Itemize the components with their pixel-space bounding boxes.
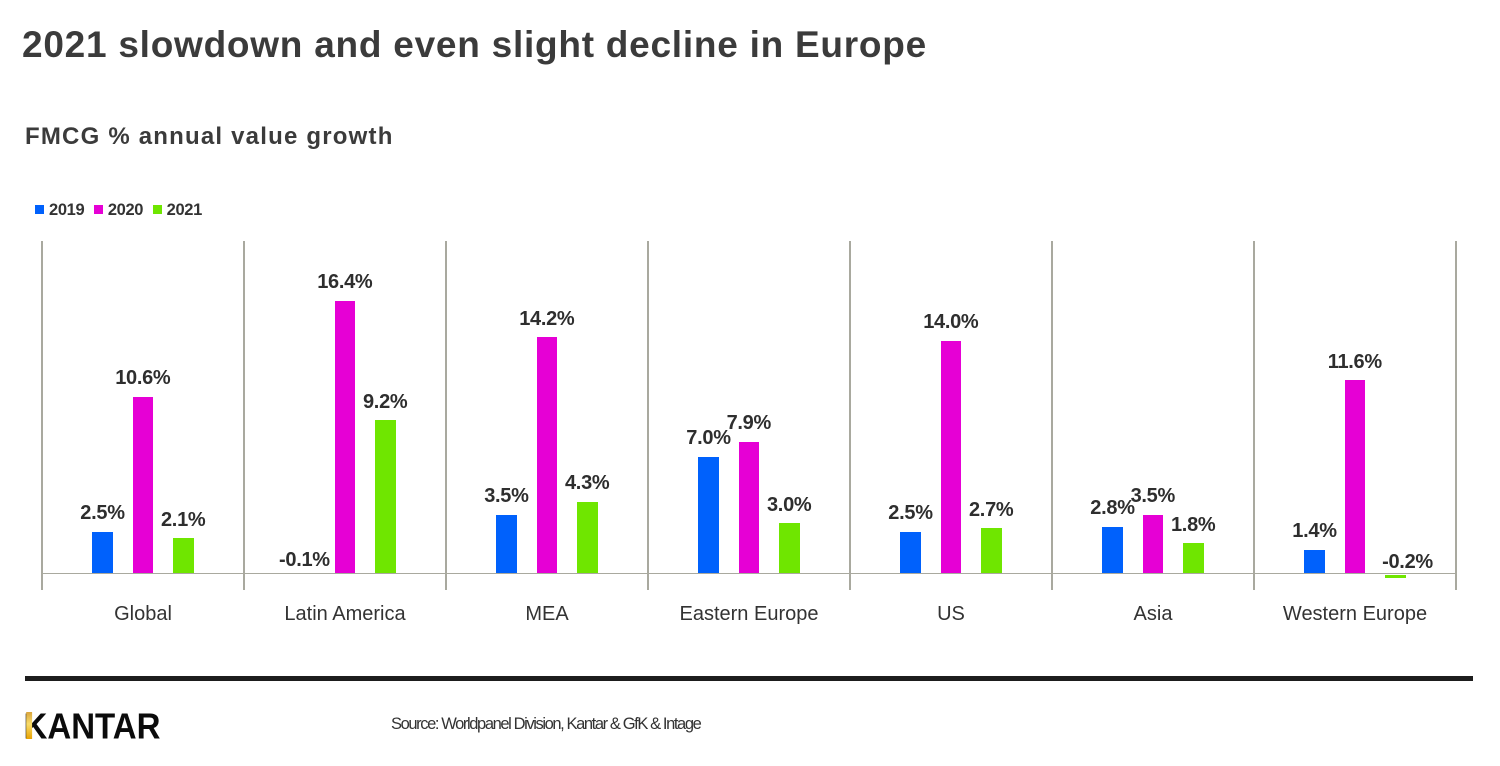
svg-text:KANTAR: KANTAR [24,712,160,739]
